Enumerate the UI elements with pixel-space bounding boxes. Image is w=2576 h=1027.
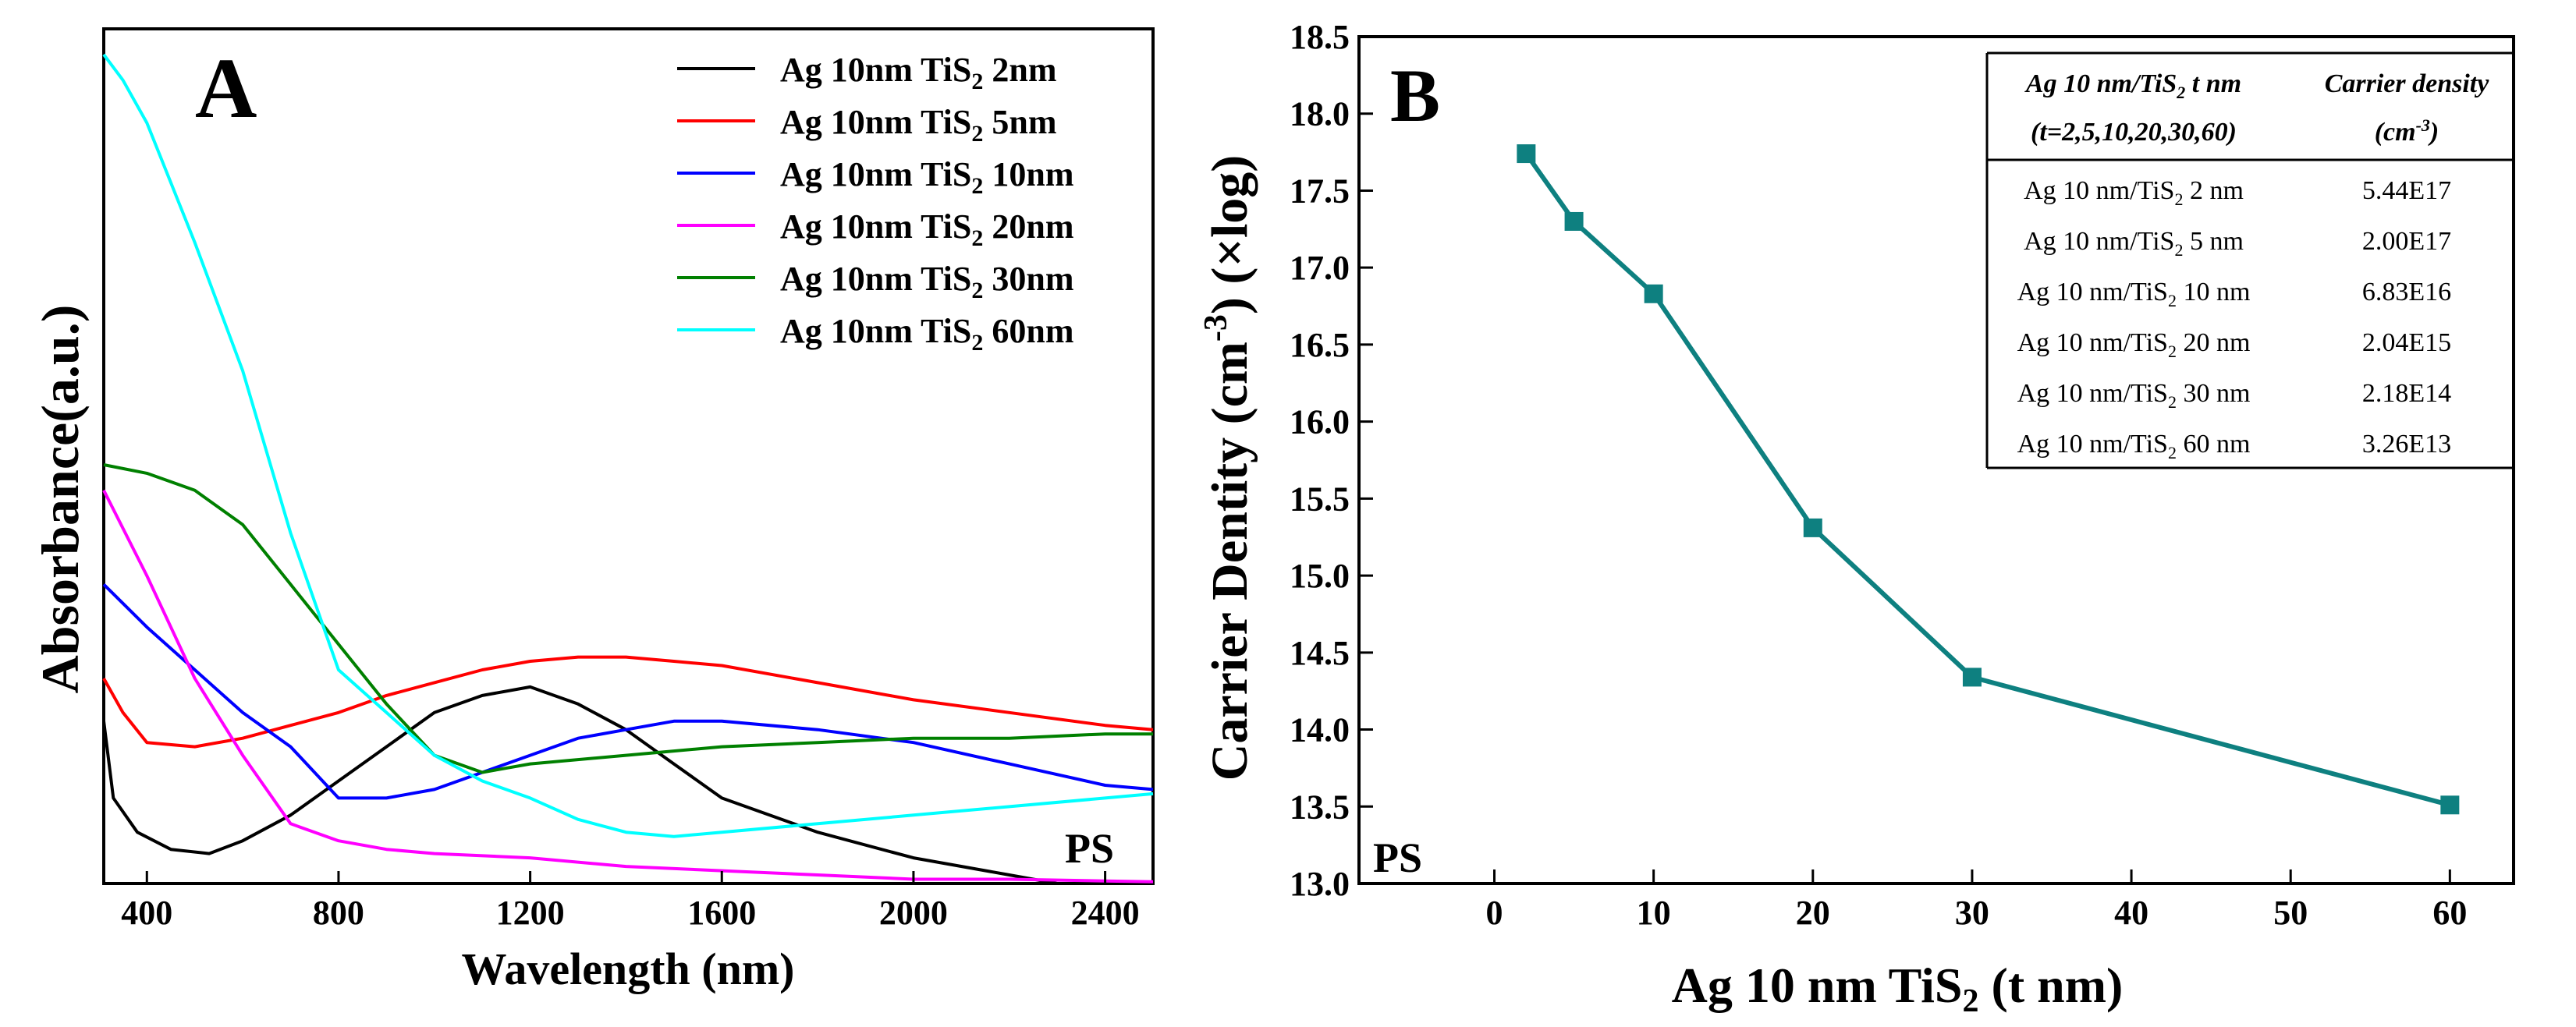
table-header-unit-a: (cm <box>2375 118 2416 147</box>
legend-label-2nm: Ag 10nm TiS2 2nm <box>780 51 1056 94</box>
panel-b-point-30nm <box>1962 668 1982 687</box>
table-header-unit-b: ) <box>2428 118 2439 147</box>
table-row-sample-4: Ag 10 nm/TiS2 30 nm <box>2017 379 2251 412</box>
table-header-unit: (cm-3) <box>2375 115 2439 147</box>
table-header-sample-sub: 2 <box>2176 83 2185 102</box>
panel-a-label: A <box>195 41 257 136</box>
panel-a-series-line-5nm <box>102 655 1154 749</box>
panel-b-y-tick-label-0: 13.0 <box>1290 865 1350 903</box>
table-row-sample-2: Ag 10 nm/TiS2 10 nm <box>2017 278 2251 310</box>
panel-b-point-2nm <box>1517 144 1536 164</box>
panel-b-point-20nm <box>1803 518 1822 537</box>
panel-b-y-tick-label-4: 15.0 <box>1290 557 1350 595</box>
panel-b-x-axis-title-subscript: 2 <box>1963 983 1979 1019</box>
panel-b-y-tick-label-2: 14.0 <box>1290 711 1350 749</box>
panel-b-y-tick-label-5: 15.5 <box>1290 480 1350 518</box>
panel-a: A 400 800 1200 1600 2000 2400 Wavelength (nm)… <box>30 27 1155 994</box>
table-row-density-2: 6.83E16 <box>2362 278 2451 306</box>
table-row-density-4: 2.18E14 <box>2362 379 2451 408</box>
table-body: Ag 10 nm/TiS2 2 nm 5.44E17 Ag 10 nm/TiS2 5… <box>2017 176 2452 462</box>
legend-label-60nm: Ag 10nm TiS2 60nm <box>780 312 1073 356</box>
panel-a-legend: Ag 10nm TiS2 2nm Ag 10nm TiS2 5nm Ag 10nm … <box>677 51 1073 356</box>
panel-b-y-axis-title-tail: ) (×log) <box>1201 155 1258 314</box>
panel-a-x-axis: 400 800 1200 1600 2000 2400 <box>121 871 1140 932</box>
panel-a-x-tick-label-3: 1600 <box>687 894 756 932</box>
panel-b-y-tick-label-11: 18.5 <box>1290 18 1350 56</box>
panel-a-series-group <box>102 53 1154 885</box>
panel-a-series-line-10nm <box>102 583 1154 800</box>
panel-a-x-tick-label-0: 400 <box>121 894 172 932</box>
table-row-sample-0: Ag 10 nm/TiS2 2 nm <box>2024 176 2244 209</box>
table-header-sample-b: t nm <box>2185 69 2241 98</box>
panel-b-x-axis-title-main: Ag 10 nm TiS <box>1672 958 1963 1013</box>
panel-b-y-tick-label-9: 17.5 <box>1290 172 1350 210</box>
panel-a-x-tick-label-2: 1200 <box>496 894 565 932</box>
table-row-sample-1: Ag 10 nm/TiS2 5 nm <box>2024 227 2244 260</box>
table-header-sample-a: Ag 10 nm/TiS <box>2024 69 2177 98</box>
panel-b-x-tick-label-3: 30 <box>1955 894 1989 932</box>
panel-b-data-table: Ag 10 nm/TiS2 t nm (t=2,5,10,20,30,60) C… <box>1985 51 2514 469</box>
panel-b-label: B <box>1390 54 1440 137</box>
panel-b-y-tick-label-1: 13.5 <box>1290 788 1350 826</box>
panel-b-x-tick-label-4: 40 <box>2114 894 2148 932</box>
table-row-sample-5: Ag 10 nm/TiS2 60 nm <box>2017 430 2251 462</box>
panel-b-y-axis-title-superscript: -3 <box>1198 314 1234 342</box>
panel-b-x-tick-label-6: 60 <box>2432 894 2467 932</box>
table-row-density-0: 5.44E17 <box>2362 176 2451 205</box>
panel-b-annotation-ps: PS <box>1373 834 1422 881</box>
panel-b-x-axis-title: Ag 10 nm TiS2 (t nm) <box>1672 958 2124 1019</box>
panel-b-y-tick-label-10: 18.0 <box>1290 95 1350 133</box>
panel-a-series-line-60nm <box>102 53 1154 838</box>
panel-b-x-tick-label-1: 10 <box>1637 894 1671 932</box>
panel-a-series-line-30nm <box>103 463 1153 774</box>
legend-label-30nm: Ag 10nm TiS2 30nm <box>780 260 1073 303</box>
panel-a-plot-frame <box>102 27 1155 885</box>
panel-a-x-tick-label-1: 800 <box>313 894 364 932</box>
panel-b-y-tick-label-6: 16.0 <box>1290 403 1350 441</box>
table-row-sample-3: Ag 10 nm/TiS2 20 nm <box>2017 328 2251 361</box>
table-row-density-3: 2.04E15 <box>2362 328 2451 357</box>
panel-b-y-tick-label-3: 14.5 <box>1290 634 1350 672</box>
panel-b-point-5nm <box>1564 211 1584 231</box>
table-header-density: Carrier density <box>2325 69 2490 98</box>
panel-a-x-axis-title: Wavelength (nm) <box>462 944 795 994</box>
panel-b-y-tick-label-7: 16.5 <box>1290 326 1350 364</box>
panel-a-y-axis-title: Absorbance(a.u.) <box>30 305 90 694</box>
panel-a-x-tick-label-5: 2400 <box>1071 894 1140 932</box>
panel-a-series-line-20nm <box>102 489 1154 884</box>
legend-label-10nm: Ag 10nm TiS2 10nm <box>780 155 1073 199</box>
panel-b-x-tick-label-5: 50 <box>2273 894 2308 932</box>
panel-a-x-tick-label-4: 2000 <box>879 894 948 932</box>
panel-b: B 13.0 13.5 14.0 14.5 15.0 15.5 16.0 16.5 17.0 17… <box>1198 18 2515 1019</box>
legend-label-5nm: Ag 10nm TiS2 5nm <box>780 103 1056 147</box>
panel-b-x-axis-title-tail: (t nm) <box>1979 958 2124 1013</box>
panel-b-x-tick-label-0: 0 <box>1486 894 1503 932</box>
panel-b-y-axis-title-main: Carrier Dentity (cm <box>1201 342 1258 781</box>
panel-b-point-10nm <box>1644 284 1663 303</box>
table-header-thickness-list: (t=2,5,10,20,30,60) <box>2031 118 2237 147</box>
panel-b-plot-frame <box>1357 35 2515 885</box>
panel-b-y-tick-label-8: 17.0 <box>1290 249 1350 287</box>
table-header-sample: Ag 10 nm/TiS2 t nm <box>2024 69 2241 102</box>
panel-b-series-line <box>1524 152 2451 808</box>
panel-b-point-60nm <box>2440 795 2460 815</box>
panel-a-annotation-ps: PS <box>1065 825 1114 872</box>
panel-b-y-axis: 13.0 13.5 14.0 14.5 15.0 15.5 16.0 16.5 17.0 17.5… <box>1290 18 1373 903</box>
legend-label-20nm: Ag 10nm TiS2 20nm <box>780 207 1073 251</box>
table-row-density-5: 3.26E13 <box>2362 430 2451 459</box>
table-header-unit-sup: -3 <box>2416 115 2430 135</box>
panel-b-x-axis: 0 10 20 30 40 50 60 <box>1486 869 2467 932</box>
panel-b-series-group <box>1517 144 2460 815</box>
panel-b-y-axis-title: Carrier Dentity (cm-3) (×log) <box>1198 155 1258 781</box>
table-row-density-1: 2.00E17 <box>2362 227 2451 256</box>
panel-b-x-tick-label-2: 20 <box>1796 894 1830 932</box>
